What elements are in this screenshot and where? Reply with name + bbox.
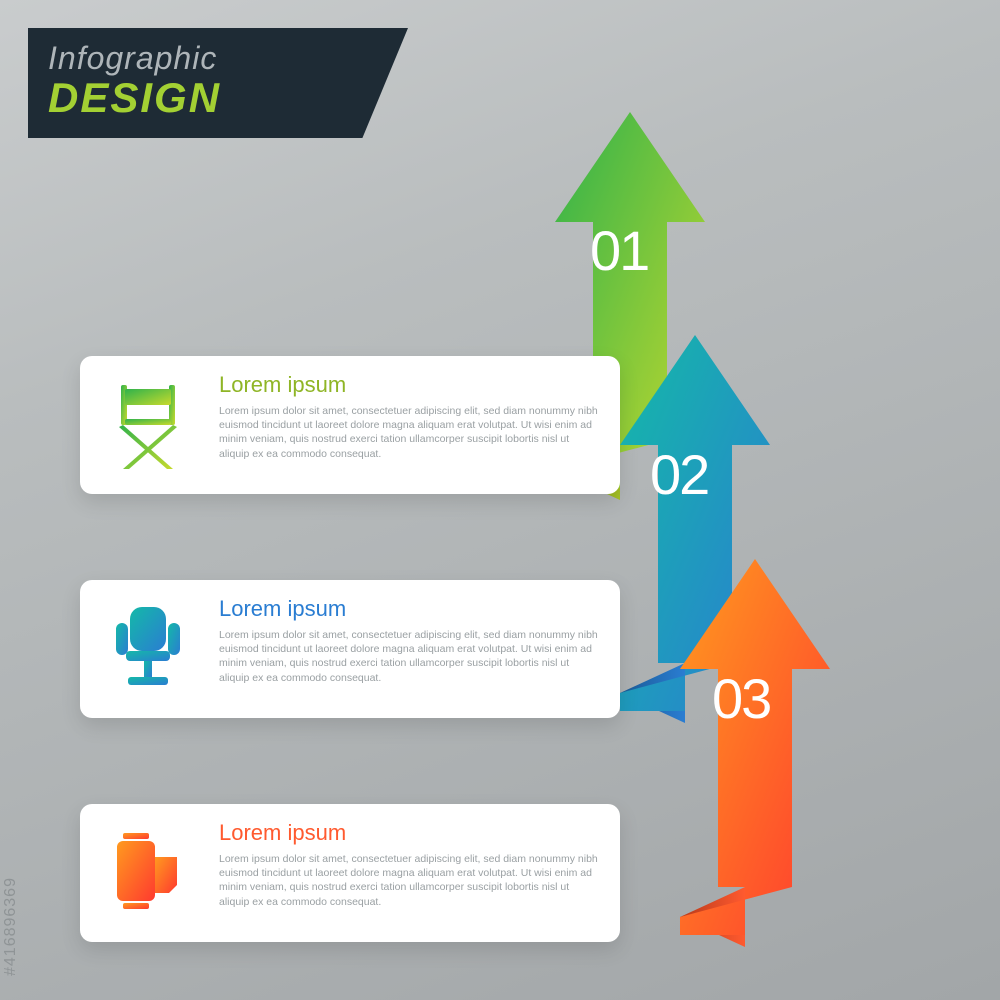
card-1-title: Lorem ipsum xyxy=(219,372,602,398)
arrow-3 xyxy=(680,559,865,947)
title-line2: DESIGN xyxy=(48,77,388,119)
title-banner: Infographic DESIGN xyxy=(28,28,408,138)
step-number-1: 01 xyxy=(590,218,648,283)
card-2-title: Lorem ipsum xyxy=(219,596,602,622)
title-line1: Infographic xyxy=(48,40,388,77)
card-1-body: Lorem ipsum dolor sit amet, consectetuer… xyxy=(219,404,602,461)
step-number-2: 02 xyxy=(650,442,708,507)
director-chair-icon xyxy=(80,356,215,494)
card-2: Lorem ipsum Lorem ipsum dolor sit amet, … xyxy=(80,580,620,718)
step-number-3: 03 xyxy=(712,666,770,731)
film-roll-icon xyxy=(80,804,215,942)
cinema-seat-icon xyxy=(80,580,215,718)
card-3-title: Lorem ipsum xyxy=(219,820,602,846)
card-1: Lorem ipsum Lorem ipsum dolor sit amet, … xyxy=(80,356,620,494)
watermark: #416896369 xyxy=(2,877,20,976)
card-2-body: Lorem ipsum dolor sit amet, consectetuer… xyxy=(219,628,602,685)
card-3-body: Lorem ipsum dolor sit amet, consectetuer… xyxy=(219,852,602,909)
card-3: Lorem ipsum Lorem ipsum dolor sit amet, … xyxy=(80,804,620,942)
